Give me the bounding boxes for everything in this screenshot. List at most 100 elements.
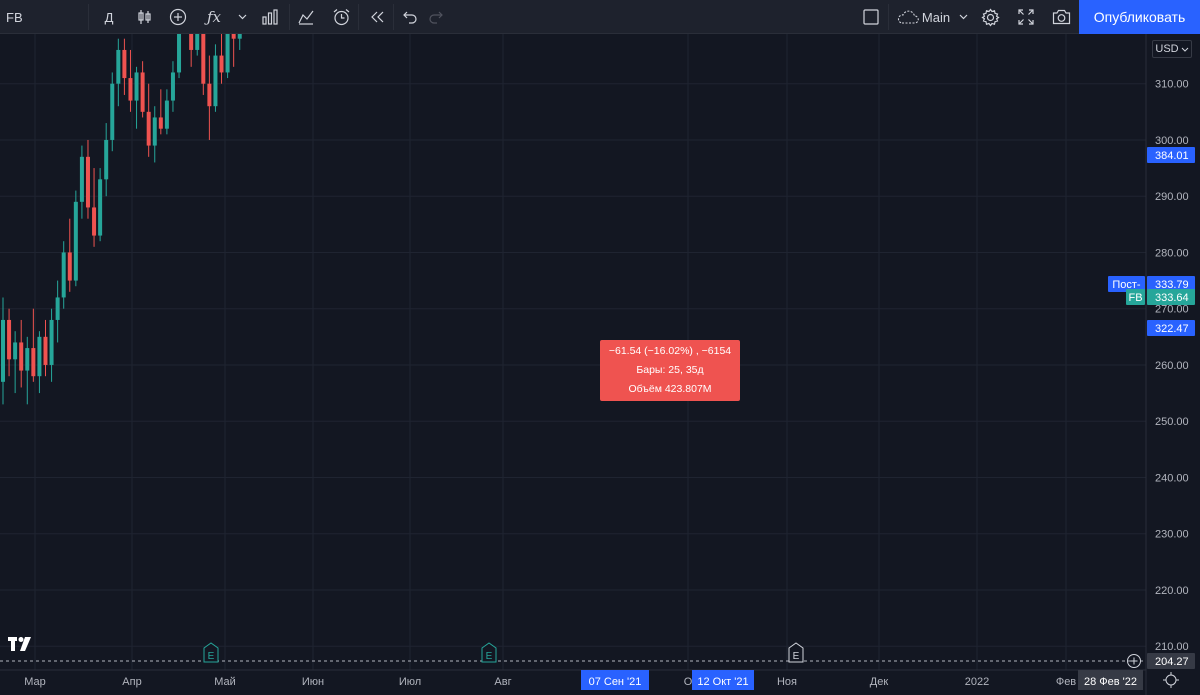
price-chart[interactable]: 210.00 220.00 230.00 240.00 250.00 260.00 270.… — [0, 34, 1200, 695]
earnings-label: E — [208, 651, 215, 662]
fx-icon[interactable]: ƒx — [206, 8, 221, 26]
candle-body — [13, 342, 18, 360]
price-label-bg — [1147, 653, 1195, 669]
candle-body — [225, 34, 230, 73]
time-label: 12 Окт '21 — [697, 676, 748, 688]
measure-volume: Объём 423.807M — [628, 383, 712, 395]
add-icon-cross — [1130, 657, 1138, 665]
chevron-down-icon — [1181, 47, 1188, 52]
time-label-bg — [581, 670, 649, 690]
candle-body — [61, 252, 66, 298]
candle-body — [55, 297, 60, 320]
price-label: 322.47 — [1155, 323, 1189, 335]
earnings-marker — [788, 642, 804, 663]
measure-bars: Бары: 25, 35д — [636, 364, 704, 376]
price-tick: 240.00 — [1155, 472, 1189, 484]
add-icon — [1127, 654, 1141, 668]
candle-body — [73, 201, 78, 281]
candle-body — [207, 83, 212, 107]
currency-label: USD — [1155, 43, 1179, 55]
time-tick: Май — [214, 676, 236, 688]
undo-icon[interactable] — [400, 0, 420, 34]
candle-body — [67, 252, 72, 281]
symbol-label[interactable]: FB — [6, 9, 23, 25]
measure-change: −61.54 (−16.02%) , −6154 — [608, 345, 732, 357]
price-label-bg — [1147, 147, 1195, 163]
price-label: 204.27 — [1155, 656, 1189, 668]
earnings-marker — [481, 642, 497, 663]
cloud-icon[interactable] — [896, 0, 920, 34]
interval-button[interactable]: Д — [104, 9, 114, 25]
price-axis[interactable] — [1146, 34, 1200, 695]
chart-grid — [0, 34, 1146, 670]
price-label-bg — [1147, 320, 1195, 336]
time-label-bg — [692, 670, 754, 690]
time-tick: Апр — [122, 676, 141, 688]
candle-body — [140, 72, 145, 112]
candle-body — [170, 72, 175, 101]
alarm-icon[interactable] — [330, 0, 352, 34]
price-label-bg — [1147, 289, 1195, 305]
candles-icon[interactable] — [134, 0, 156, 34]
time-tick: Ноя — [777, 676, 797, 688]
candle-body — [79, 156, 84, 202]
candle-body — [49, 319, 54, 365]
candle-body — [158, 117, 163, 129]
toolbar-divider — [393, 4, 394, 30]
settings-icon-spokes — [1163, 672, 1179, 688]
price-tick: 230.00 — [1155, 529, 1189, 541]
price-tick: 220.00 — [1155, 585, 1189, 597]
time-tick: Авг — [494, 676, 511, 688]
time-label: 28 Фев '22 — [1084, 676, 1137, 688]
add-indicator-icon[interactable] — [167, 0, 189, 34]
earnings-label: E — [486, 651, 493, 662]
camera-icon[interactable] — [1050, 0, 1072, 34]
time-tick: Июн — [302, 676, 324, 688]
candle-body — [128, 78, 133, 101]
earnings-marker — [203, 642, 219, 663]
candle-body — [110, 83, 115, 140]
price-tick: 310.00 — [1155, 79, 1189, 91]
time-tick: О — [684, 676, 693, 688]
price-label-bg — [1147, 276, 1195, 292]
price-tick: 260.00 — [1155, 360, 1189, 372]
candle-body — [98, 179, 103, 236]
candle-body — [104, 139, 109, 180]
candle-body — [85, 156, 90, 208]
toolbar-divider — [88, 4, 89, 30]
candle-body — [177, 34, 182, 73]
fullscreen-icon[interactable] — [1015, 0, 1037, 34]
bar-chart-icon[interactable] — [259, 0, 281, 34]
overlay: 384.01 333.79 Пост- 333.64 FB 322.47 204.27 07 … — [0, 147, 1195, 690]
top-toolbar: FB Д ƒx Main — [0, 0, 1200, 34]
candle-body — [134, 72, 139, 101]
toolbar-divider — [888, 4, 889, 30]
time-tick: 2022 — [965, 676, 989, 688]
time-label: 07 Сен '21 — [589, 676, 642, 688]
time-tick: Мар — [24, 676, 46, 688]
time-tick: Июл — [399, 676, 421, 688]
price-label: 384.01 — [1155, 150, 1189, 162]
layout-name[interactable]: Main — [921, 9, 951, 25]
tradingview-logo[interactable] — [8, 637, 32, 657]
publish-button[interactable]: Опубликовать — [1079, 0, 1200, 34]
candle-body — [195, 34, 200, 50]
redo-icon[interactable] — [426, 0, 446, 34]
candle-body — [31, 348, 36, 377]
price-label: 333.64 — [1155, 292, 1189, 304]
candle-body — [213, 55, 218, 107]
replay-icon[interactable] — [366, 0, 388, 34]
chevron-down-icon[interactable] — [235, 0, 249, 34]
price-tick: 280.00 — [1155, 247, 1189, 259]
square-icon[interactable] — [861, 0, 881, 34]
price-tick: 250.00 — [1155, 416, 1189, 428]
price-tag-bg — [1126, 289, 1145, 305]
line-chart-icon[interactable] — [295, 0, 317, 34]
axis-labels: 210.00 220.00 230.00 240.00 250.00 260.00 270.… — [24, 34, 1188, 688]
chevron-down-icon[interactable] — [956, 0, 970, 34]
currency-select[interactable]: USD — [1152, 40, 1192, 58]
settings-icon[interactable] — [979, 0, 1001, 34]
earnings-label: E — [793, 651, 800, 662]
toolbar-divider — [289, 4, 290, 30]
candle-body — [1, 319, 5, 382]
